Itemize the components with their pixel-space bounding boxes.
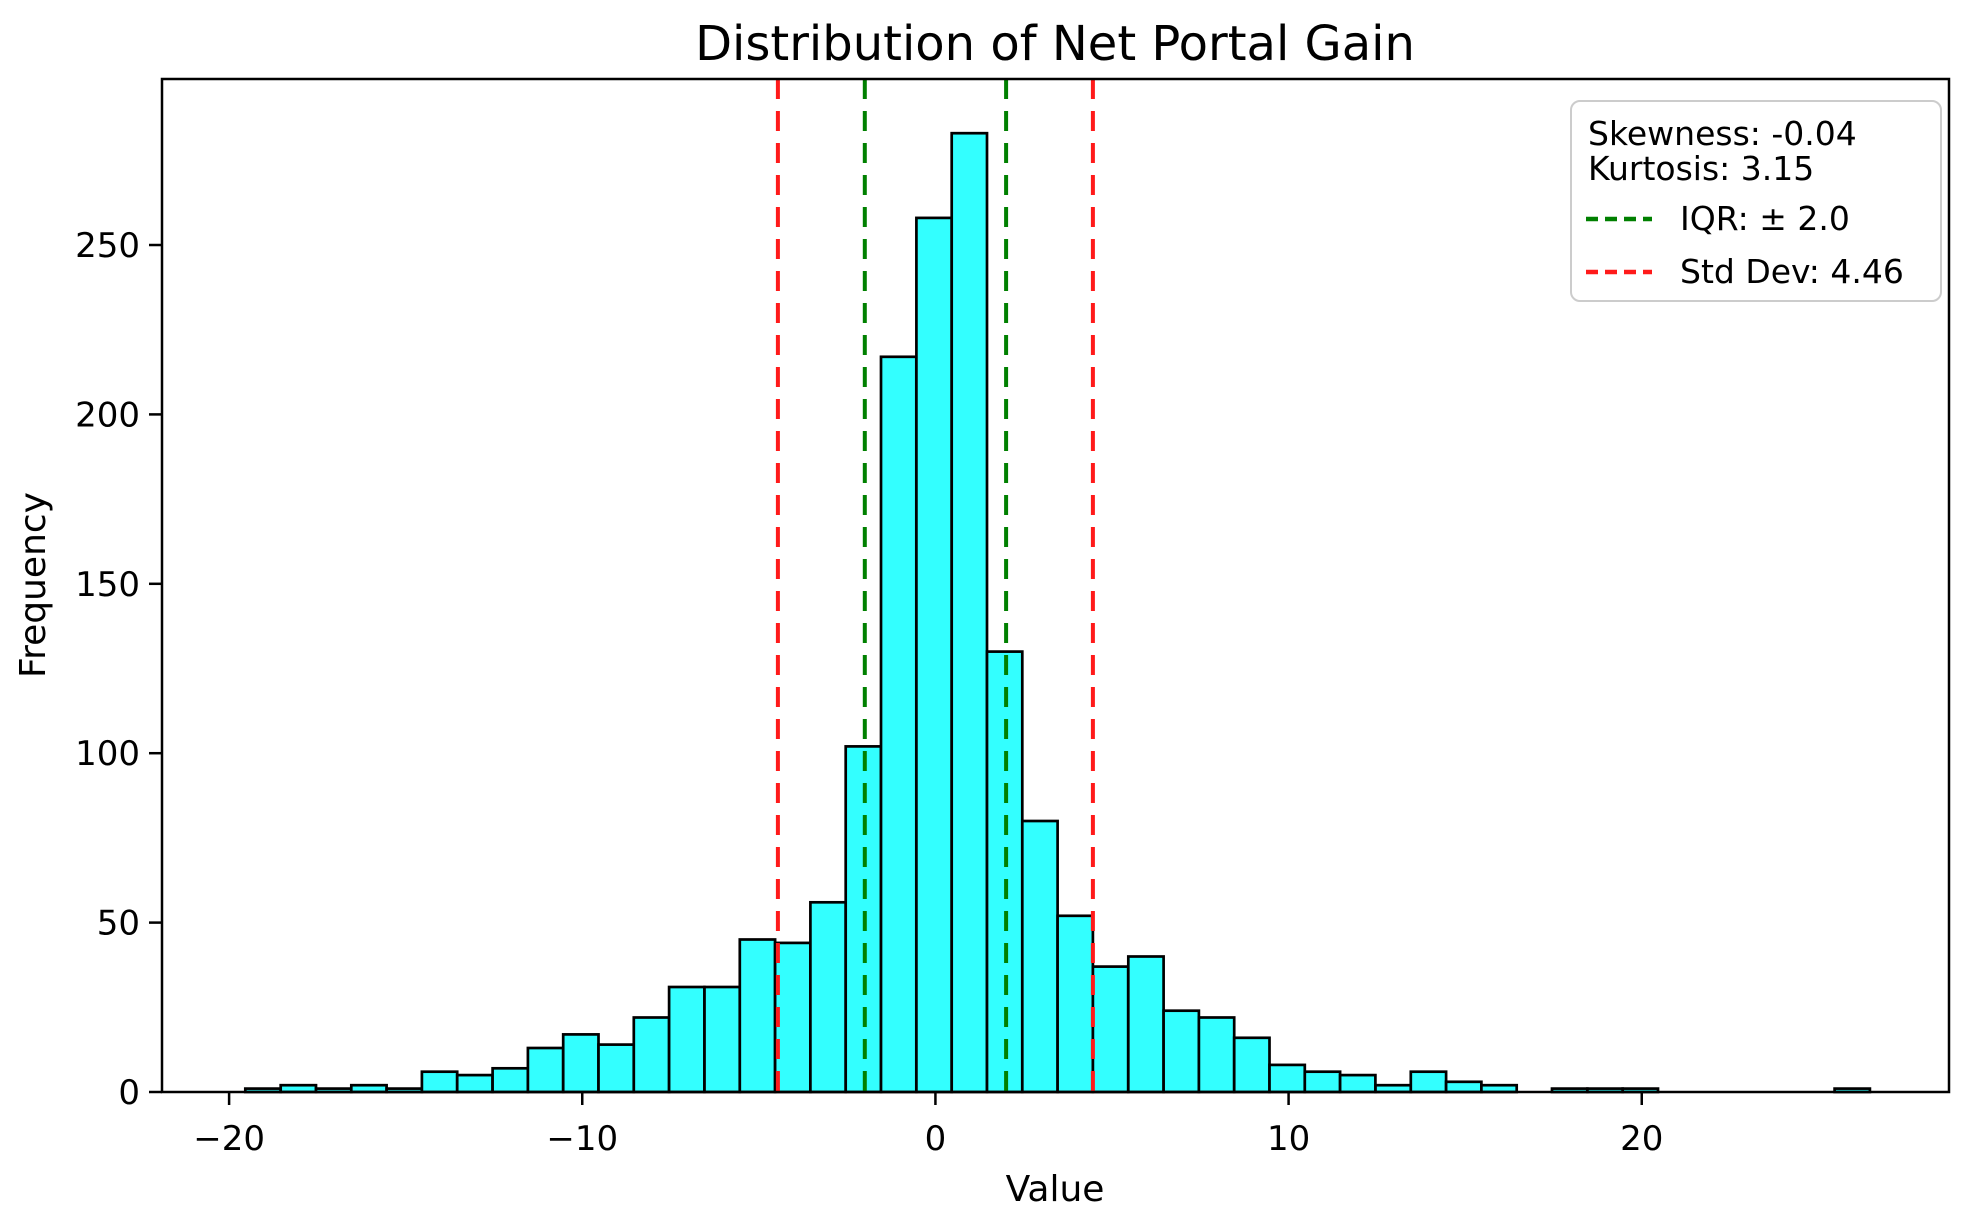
iqr-value: IQR: ± 2.0 bbox=[1680, 199, 1850, 238]
histogram-bar bbox=[526, 1046, 565, 1094]
histogram-bar bbox=[561, 1033, 600, 1094]
histogram-bar bbox=[738, 938, 777, 1094]
histogram-bar bbox=[1303, 1070, 1342, 1094]
histogram-bar bbox=[879, 355, 918, 1094]
histogram-bar bbox=[1091, 965, 1130, 1094]
histogram-bar bbox=[773, 941, 812, 1094]
histogram-bar bbox=[1232, 1036, 1271, 1094]
histogram-bar bbox=[950, 131, 989, 1094]
histogram-bar bbox=[632, 1016, 671, 1094]
histogram-bar bbox=[1444, 1080, 1483, 1094]
x-tick-label: 20 bbox=[1620, 1119, 1663, 1159]
histogram-bar bbox=[1126, 955, 1165, 1094]
y-tick-label: 250 bbox=[75, 226, 140, 266]
legend-row-skewness: Skewness: -0.04 bbox=[1572, 114, 1940, 154]
x-tick-label: 0 bbox=[925, 1119, 947, 1159]
histogram-bar bbox=[915, 216, 954, 1094]
x-axis-label: Value bbox=[1006, 1169, 1105, 1210]
histogram-bar bbox=[1020, 819, 1059, 1094]
y-tick-label: 200 bbox=[75, 395, 140, 435]
y-tick-label: 0 bbox=[118, 1073, 140, 1113]
histogram-bar bbox=[1162, 1009, 1201, 1094]
x-tick-label: −20 bbox=[193, 1119, 265, 1159]
stddev-dashed-line-sample bbox=[1586, 269, 1652, 275]
histogram-bar bbox=[1197, 1016, 1236, 1094]
histogram-bar bbox=[703, 985, 742, 1094]
plot-border bbox=[160, 77, 1951, 1094]
legend-row-kurtosis: Kurtosis: 3.15 bbox=[1572, 149, 1940, 189]
histogram-bars bbox=[243, 131, 1872, 1094]
legend-row-stddev: Std Dev: 4.46 bbox=[1572, 252, 1940, 292]
stddev-value: Std Dev: 4.46 bbox=[1680, 252, 1904, 291]
stat-vlines bbox=[775, 79, 1095, 1092]
histogram-bar bbox=[667, 985, 706, 1094]
histogram-bar bbox=[420, 1070, 459, 1094]
y-axis-label: Frequency bbox=[13, 492, 54, 678]
y-tick-label: 50 bbox=[97, 904, 140, 944]
histogram-bar bbox=[1268, 1063, 1307, 1094]
skewness-value: Skewness: -0.04 bbox=[1588, 114, 1857, 153]
x-tick-label: −10 bbox=[546, 1119, 618, 1159]
kurtosis-value: Kurtosis: 3.15 bbox=[1588, 149, 1815, 188]
legend: Skewness: -0.04 Kurtosis: 3.15 IQR: ± 2.… bbox=[1570, 100, 1942, 302]
histogram-bar bbox=[1056, 914, 1095, 1094]
chart-title: Distribution of Net Portal Gain bbox=[695, 16, 1415, 72]
iqr-dashed-line-sample bbox=[1586, 216, 1652, 222]
y-tick-label: 150 bbox=[75, 565, 140, 605]
legend-row-iqr: IQR: ± 2.0 bbox=[1572, 199, 1940, 239]
histogram-bar bbox=[455, 1073, 494, 1094]
x-tick-label: 10 bbox=[1267, 1119, 1310, 1159]
histogram-bar bbox=[1409, 1070, 1448, 1094]
histogram-bar bbox=[597, 1043, 636, 1094]
histogram-bar bbox=[491, 1066, 530, 1094]
histogram-bar bbox=[1338, 1073, 1377, 1094]
histogram-bar bbox=[809, 900, 848, 1094]
y-tick-label: 100 bbox=[75, 734, 140, 774]
